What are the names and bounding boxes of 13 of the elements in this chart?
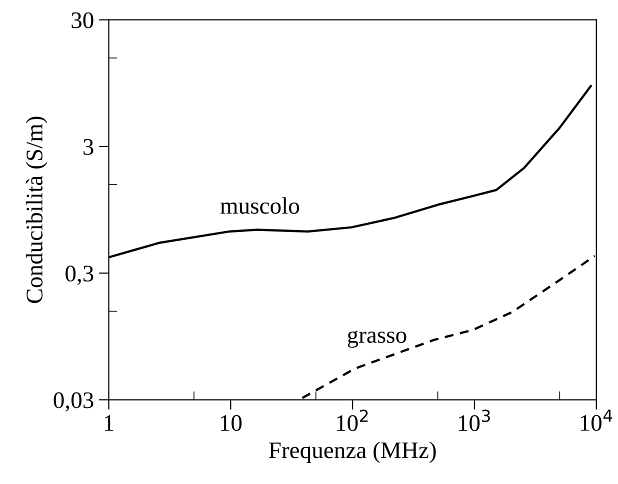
y-tick-label: 0,03: [54, 392, 94, 412]
x-tick-label: 10$^{2}$: [337, 410, 368, 432]
x-axis-title: Frequenza (MHz): [269, 442, 436, 464]
series-label: muscolo: [220, 197, 300, 214]
x-tick-label: 10$^{3}$: [458, 410, 490, 432]
y-axis-title: Conducibilità (S/m): [26, 116, 48, 303]
x-tick-label: 10: [220, 415, 242, 431]
y-tick-label: 0,3: [66, 266, 94, 285]
y-tick-label: 30: [72, 12, 94, 28]
y-tick-label: 3: [84, 139, 94, 155]
x-tick-label: 1: [104, 415, 114, 431]
series-label: grasso: [348, 330, 406, 348]
x-tick-label: 10$^{4}$: [580, 410, 612, 431]
